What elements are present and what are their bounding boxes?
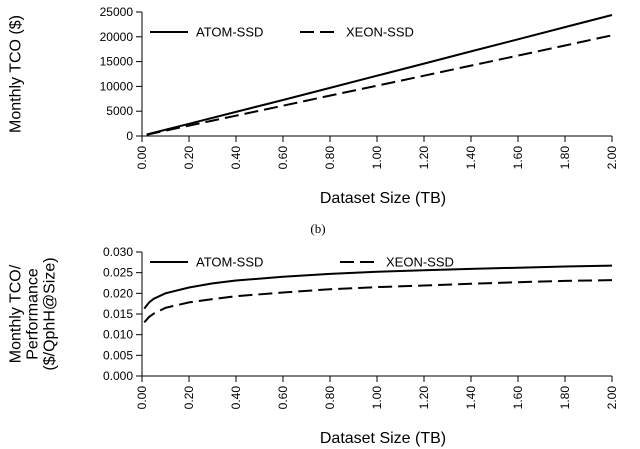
x-tick-label: 1.60 [511, 386, 525, 410]
legend-label: XEON-SSD [386, 255, 454, 270]
tco-per-performance-chart: 0.00 0.20 0.40 0.60 0.80 1.00 1.20 1.40 1.60 1.80… [8, 245, 620, 447]
y-tick-label: 0 [126, 129, 133, 143]
y-tick-label: 0.000 [103, 369, 133, 383]
y-tick-label: 20000 [100, 30, 134, 44]
x-tick-label: 1.20 [417, 146, 431, 170]
y-axis-label: Monthly TCO ($) [8, 15, 25, 133]
series-line-atom-ssd [146, 14, 613, 136]
x-tick-label: 0.80 [323, 146, 337, 170]
x-tick-label: 0.00 [135, 146, 149, 170]
x-tick-label: 0.00 [135, 386, 149, 410]
y-tick-label: 0.025 [103, 266, 133, 280]
legend-label: XEON-SSD [346, 25, 414, 40]
x-tick-label: 1.40 [464, 386, 478, 410]
x-tick-label: 0.20 [182, 386, 196, 410]
legend-label: ATOM-SSD [196, 25, 263, 40]
x-tick-label: 0.80 [323, 386, 337, 410]
x-tick-label: 1.60 [511, 146, 525, 170]
x-tick-label: 0.20 [182, 146, 196, 170]
x-tick-label: 0.40 [229, 386, 243, 410]
x-tick-label: 0.60 [276, 146, 290, 170]
y-axis-label-line: Monthly TCO/ [8, 264, 25, 363]
y-tick-label: 0.030 [103, 245, 133, 259]
series-line-atom-ssd [143, 264, 613, 310]
y-tick-label: 0.015 [103, 307, 133, 321]
y-tick-label: 25000 [100, 5, 134, 19]
x-axis-label: Dataset Size (TB) [320, 430, 446, 447]
x-tick-label: 0.40 [229, 146, 243, 170]
y-tick-label: 15000 [100, 55, 134, 69]
figure-caption: (b) [310, 221, 325, 236]
x-tick-label: 2.00 [605, 146, 619, 170]
x-tick-label: 1.80 [558, 386, 572, 410]
y-axis-label-line: Performance [25, 268, 42, 360]
y-tick-label: 0.010 [103, 328, 133, 342]
x-axis-label: Dataset Size (TB) [320, 190, 446, 207]
y-axis-label-line: ($/QphH@Size) [42, 257, 59, 370]
x-tick-label: 1.80 [558, 146, 572, 170]
x-tick-label: 1.40 [464, 146, 478, 170]
x-tick-label: 1.20 [417, 386, 431, 410]
x-tick-label: 2.00 [605, 386, 619, 410]
x-tick-label: 1.00 [370, 146, 384, 170]
y-tick-label: 0.005 [103, 348, 133, 362]
series-line-xeon-ssd [143, 279, 613, 323]
y-tick-label: 0.020 [103, 286, 133, 300]
legend-label: ATOM-SSD [196, 255, 263, 270]
x-tick-label: 0.60 [276, 386, 290, 410]
y-tick-label: 10000 [100, 79, 134, 93]
x-tick-label: 1.00 [370, 386, 384, 410]
y-tick-label: 5000 [106, 104, 133, 118]
monthly-tco-chart: 0.00 0.20 0.40 0.60 0.80 1.00 1.20 1.40 1.60 1.80… [8, 5, 620, 207]
series-line-xeon-ssd [146, 34, 613, 136]
